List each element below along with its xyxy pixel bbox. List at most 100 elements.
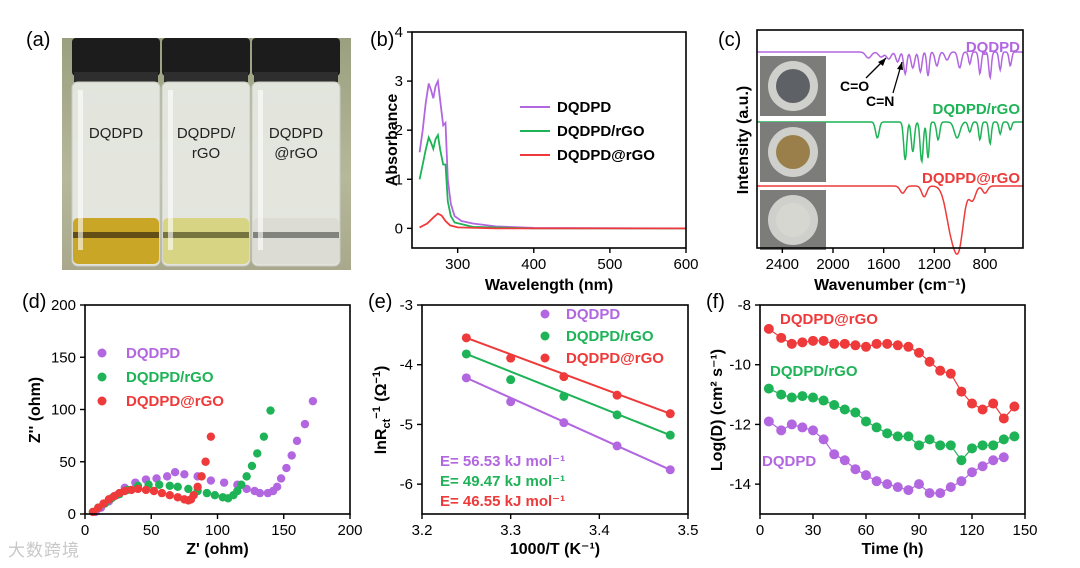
data-point: [612, 441, 622, 451]
y-axis-label-part: −1: [371, 406, 383, 419]
vial-cap: [162, 38, 250, 76]
series-label: DQDPD/rGO: [932, 101, 1020, 118]
data-point: [818, 434, 829, 445]
data-point: [559, 418, 569, 428]
vial-liquid: [253, 218, 339, 264]
data-point: [829, 400, 840, 411]
data-point: [141, 485, 151, 495]
y-tick-label: 1: [395, 171, 403, 188]
x-tick-label: 0: [756, 522, 764, 539]
data-point: [292, 436, 302, 446]
data-point: [266, 406, 275, 415]
data-point: [665, 409, 675, 419]
x-tick-label: 300: [445, 256, 470, 273]
x-tick-label: 800: [972, 256, 997, 273]
y-axis-label-part: lnR: [373, 428, 390, 454]
data-point: [1009, 431, 1020, 442]
data-point: [133, 484, 143, 494]
data-point: [829, 449, 840, 460]
data-point: [461, 373, 471, 383]
data-point: [120, 486, 129, 496]
legend-label: DQDPD/rGO: [557, 123, 645, 140]
y-axis-label: lnRct−1 (Ω−1): [371, 366, 393, 455]
x-tick-label: 50: [143, 522, 160, 539]
y-tick-label: 150: [51, 349, 76, 366]
data-point: [988, 455, 999, 466]
data-point: [461, 333, 471, 343]
data-point: [977, 461, 988, 472]
data-point: [998, 413, 1009, 424]
vial-liquid: [163, 218, 249, 264]
y-tick-label: -3: [400, 297, 413, 314]
panel-f: (f) 0 30 60 90 120 150 -14 -12 -10 -8 Time (h) Log(D…: [706, 291, 1038, 558]
axes-frame: [411, 31, 687, 249]
fit-line: [465, 353, 671, 437]
data-point: [882, 338, 893, 349]
panel-label: (c): [718, 29, 741, 51]
legend-label: DQDPD@rGO: [126, 393, 224, 410]
data-point: [914, 347, 924, 358]
panel-a: (a) DQDPD DQDPD/rGO DQDPD @rGO: [26, 29, 351, 270]
data-point: [287, 451, 296, 460]
data-point: [206, 476, 216, 485]
vial-cap: [252, 38, 340, 76]
data-point: [127, 485, 136, 495]
spectrum-dqdpd-rgo: [757, 185, 1023, 256]
y-axis-label-part: ct: [381, 418, 393, 428]
x-axis-label: Wavenumber (cm⁻¹): [814, 277, 966, 294]
data-point: [210, 490, 220, 500]
data-point: [189, 490, 198, 500]
data-point: [850, 340, 861, 351]
data-point: [797, 337, 808, 348]
data-point: [850, 464, 861, 475]
data-point: [967, 398, 977, 409]
legend-marker: [540, 309, 550, 319]
x-tick-label: 600: [673, 256, 698, 273]
y-tick-label: 2: [395, 122, 403, 139]
data-point: [763, 383, 774, 394]
y-axis-label-part: ): [373, 366, 390, 371]
vial-cap-rim: [74, 72, 158, 82]
y-tick-label: -14: [729, 476, 751, 493]
data-point: [914, 440, 924, 451]
x-tick-label: 120: [959, 522, 984, 539]
data-point: [903, 341, 914, 352]
x-tick-label: 3.3: [500, 522, 521, 539]
legend-label: DQDPD/rGO: [126, 369, 214, 386]
data-point: [201, 457, 210, 466]
series-line-dqdpd-rgo: [419, 212, 686, 230]
annotation-arrowhead: [878, 58, 886, 66]
y-tick-label: -6: [400, 476, 413, 493]
panel-label: (f): [706, 291, 725, 313]
data-point: [157, 488, 167, 498]
x-axis-label: 1000/T (K⁻¹): [510, 541, 600, 558]
activation-energy: E= 46.55 kJ mol⁻¹: [440, 493, 565, 510]
data-point: [233, 486, 242, 496]
vial-highlight: [78, 90, 83, 250]
data-point: [173, 482, 182, 492]
data-point: [506, 353, 516, 363]
fit-line: [465, 336, 671, 415]
y-tick-label: -8: [738, 297, 751, 314]
vial-liquid-band: [73, 232, 159, 238]
x-tick-label: 2400: [766, 256, 799, 273]
y-axis-label: Intensity (a.u.): [735, 86, 752, 194]
data-point: [162, 472, 172, 481]
data-point: [149, 486, 159, 496]
data-point: [180, 470, 189, 479]
data-point: [892, 431, 903, 442]
data-point: [818, 395, 829, 406]
y-axis-label: Absorbance: [384, 94, 401, 187]
data-point: [861, 341, 871, 352]
data-point: [276, 474, 286, 483]
axes-frame: [421, 304, 689, 515]
y-tick-label: -12: [729, 416, 751, 433]
data-point: [776, 425, 787, 436]
y-tick-label: -5: [400, 416, 413, 433]
data-point: [242, 472, 251, 481]
x-axis-label: Time (h): [862, 541, 924, 558]
panel-label: (d): [22, 291, 46, 313]
panel-d: (d) 0 50 100 150 200 0 50 100 150 200 Z' (ohm) Z'' (…: [22, 291, 363, 558]
data-point: [559, 391, 569, 401]
